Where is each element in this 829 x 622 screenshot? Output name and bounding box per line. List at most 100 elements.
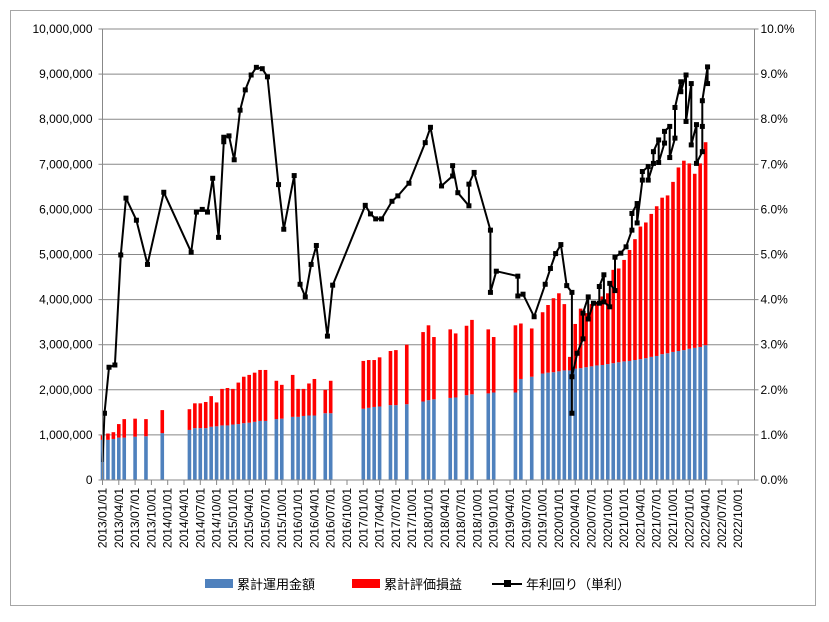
bar-invested — [453, 397, 458, 480]
rate-point — [231, 157, 237, 163]
rate-point — [553, 251, 559, 257]
x-tick-label: 2015/07/01 — [259, 488, 273, 548]
legend-swatch-blue — [205, 579, 233, 588]
bar-invested — [203, 428, 208, 480]
rate-point — [308, 261, 314, 267]
rate-point — [101, 410, 107, 416]
rate-point — [221, 134, 227, 140]
bar-invested — [557, 371, 561, 480]
rate-point — [678, 89, 684, 95]
rate-point — [612, 288, 618, 294]
rate-point — [580, 310, 586, 316]
bar-gain — [551, 298, 556, 373]
bar-gain — [546, 305, 550, 373]
bar-invested — [486, 393, 491, 480]
bar-gain — [573, 323, 577, 369]
rate-point — [564, 283, 570, 289]
bar-gain — [698, 163, 702, 347]
x-tick-label: 2017/07/01 — [389, 488, 403, 548]
x-tick-label: 2020/01/01 — [552, 488, 566, 548]
bar-gain — [557, 293, 561, 372]
rate-point — [601, 272, 607, 278]
rate-point — [367, 211, 373, 217]
x-tick-label: 2017/04/01 — [373, 488, 387, 548]
bar-gain — [252, 372, 257, 422]
y-right-tick-label: 5.0% — [761, 248, 789, 262]
x-tick-label: 2021/01/01 — [617, 488, 631, 548]
bar-gain — [241, 376, 246, 424]
bar-gain — [296, 388, 300, 417]
bar-invested — [280, 418, 284, 480]
bar-gain — [671, 181, 675, 352]
rate-point — [569, 289, 575, 295]
bar-gain — [307, 383, 311, 416]
x-tick-label: 2018/01/01 — [422, 488, 436, 548]
rate-point — [705, 81, 711, 87]
rate-point — [193, 209, 199, 215]
bar-invested — [654, 355, 659, 480]
bar-invested — [519, 378, 523, 480]
bar-invested — [426, 400, 431, 480]
rate-point — [427, 124, 433, 130]
bar-gain — [231, 388, 235, 425]
y-left-tick-label: 1,000,000 — [39, 428, 93, 442]
bar-gain — [627, 249, 632, 361]
rate-point — [118, 252, 124, 258]
rate-point — [601, 299, 607, 305]
rate-point — [705, 64, 711, 70]
bar-gain — [122, 419, 127, 438]
rate-point — [106, 364, 112, 370]
rate-point — [672, 104, 678, 110]
x-tick-label: 2014/04/01 — [177, 488, 191, 548]
bar-invested — [144, 436, 148, 480]
x-tick-label: 2022/07/01 — [715, 488, 729, 548]
rate-point — [596, 300, 602, 306]
rate-point — [699, 123, 705, 129]
bar-invested — [616, 362, 621, 480]
x-tick-label: 2016/07/01 — [324, 488, 338, 548]
y-left-tick-label: 2,000,000 — [39, 383, 93, 397]
rate-point — [645, 164, 651, 170]
y-left-tick-label: 9,000,000 — [39, 67, 93, 81]
rate-point — [656, 137, 662, 143]
rate-point — [515, 273, 521, 279]
rate-point — [487, 289, 493, 295]
bar-invested — [491, 392, 496, 480]
rate-point — [634, 201, 640, 207]
x-tick-label: 2014/10/01 — [210, 488, 224, 548]
rate-point — [634, 220, 640, 226]
rate-point — [330, 282, 336, 288]
y-right-tick-label: 8.0% — [761, 112, 789, 126]
bar-gain — [491, 337, 496, 393]
bar-gain — [133, 418, 137, 437]
rate-point — [629, 210, 635, 216]
y-right-tick-label: 0.0% — [761, 473, 789, 487]
rate-point — [204, 209, 210, 215]
x-tick-label: 2016/10/01 — [340, 488, 354, 548]
bar-gain — [513, 325, 518, 393]
bar-invested — [644, 358, 648, 480]
rate-point — [123, 195, 129, 201]
rate-point — [199, 206, 205, 212]
legend-item-gain: 累計評価損益 — [352, 574, 462, 593]
rate-point — [672, 135, 678, 141]
rate-point — [520, 291, 526, 297]
bar-gain — [562, 304, 567, 371]
bar-gain — [638, 226, 643, 360]
bar-gain — [209, 396, 213, 427]
bar-invested — [290, 416, 295, 480]
rate-line — [101, 65, 709, 463]
bar-invested — [470, 394, 474, 480]
bar-invested — [567, 370, 572, 480]
rate-point — [362, 202, 368, 208]
rate-point — [623, 244, 629, 250]
x-tick-label: 2019/07/01 — [519, 488, 533, 548]
bar-gain — [486, 329, 491, 394]
rate-point — [699, 98, 705, 104]
bar-invested — [372, 406, 376, 480]
rate-point — [471, 169, 477, 175]
bar-invested — [546, 372, 550, 480]
axes: 0 0.0% 1,000,000 1.0% 2,000,000 2.0% 3,000,000… — [32, 22, 794, 548]
bar-invested — [421, 401, 425, 480]
bar-invested — [388, 405, 393, 480]
